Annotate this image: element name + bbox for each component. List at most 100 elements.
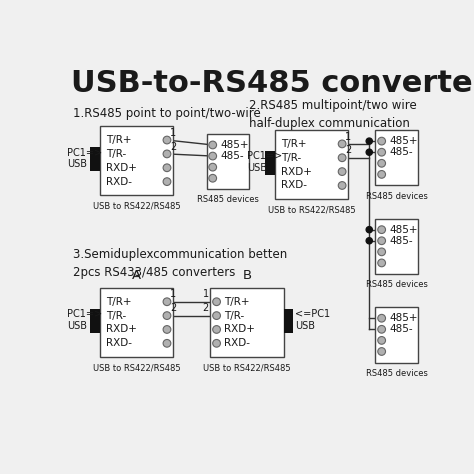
Circle shape <box>378 337 385 344</box>
Text: 485+: 485+ <box>220 140 249 150</box>
Circle shape <box>213 339 220 347</box>
Text: RXD-: RXD- <box>224 338 250 348</box>
Text: 3.Semiduplexcommunication betten
2pcs RS433/485 converters: 3.Semiduplexcommunication betten 2pcs RS… <box>73 248 287 279</box>
Text: 485+: 485+ <box>390 225 418 235</box>
Text: USB to RS422/RS485: USB to RS422/RS485 <box>92 201 180 210</box>
Circle shape <box>378 237 385 245</box>
Circle shape <box>163 164 171 172</box>
Bar <box>284 309 293 333</box>
Circle shape <box>213 326 220 333</box>
Text: USB to RS422/RS485: USB to RS422/RS485 <box>268 206 356 215</box>
Text: T/R+: T/R+ <box>106 297 131 307</box>
Text: T/R-: T/R- <box>224 310 245 320</box>
Text: T/R-: T/R- <box>106 149 126 159</box>
Text: 485+: 485+ <box>390 313 418 323</box>
Text: <=PC1: <=PC1 <box>295 309 330 319</box>
Text: PC1=>: PC1=> <box>247 151 282 161</box>
Circle shape <box>209 164 217 171</box>
Circle shape <box>378 248 385 255</box>
Text: 1: 1 <box>345 132 351 142</box>
Circle shape <box>378 159 385 167</box>
Bar <box>375 307 418 363</box>
Circle shape <box>378 259 385 267</box>
Bar <box>100 126 173 195</box>
Text: T/R+: T/R+ <box>106 135 131 145</box>
Text: 2: 2 <box>170 303 176 313</box>
Circle shape <box>213 298 220 306</box>
Circle shape <box>378 137 385 145</box>
Bar <box>207 134 249 189</box>
Text: RS485 devices: RS485 devices <box>366 369 428 378</box>
Text: A: A <box>132 269 141 282</box>
Circle shape <box>378 226 385 234</box>
Circle shape <box>163 298 171 306</box>
Text: USB-to-RS485 converter: USB-to-RS485 converter <box>71 69 474 98</box>
Text: USB: USB <box>67 159 87 169</box>
Circle shape <box>209 174 217 182</box>
Circle shape <box>338 154 346 162</box>
Text: USB: USB <box>295 321 315 331</box>
Circle shape <box>163 150 171 158</box>
Text: T/R-: T/R- <box>106 310 126 320</box>
Circle shape <box>366 237 373 244</box>
Circle shape <box>378 314 385 322</box>
Text: PC1=>: PC1=> <box>67 147 102 157</box>
Circle shape <box>366 149 373 155</box>
Text: 1: 1 <box>170 128 176 138</box>
Bar <box>90 147 100 171</box>
Text: USB: USB <box>247 163 267 173</box>
Text: RXD+: RXD+ <box>106 325 137 335</box>
Text: 485+: 485+ <box>390 136 418 146</box>
Circle shape <box>163 178 171 185</box>
Text: 2.RS485 multipoint/two wire
half-duplex communication: 2.RS485 multipoint/two wire half-duplex … <box>249 99 417 130</box>
Text: 1: 1 <box>203 290 209 300</box>
Text: 2: 2 <box>202 303 209 313</box>
Bar <box>275 130 348 200</box>
Circle shape <box>378 171 385 178</box>
Text: T/R-: T/R- <box>281 153 301 163</box>
Text: 1.RS485 point to point/two-wire: 1.RS485 point to point/two-wire <box>73 107 261 120</box>
Text: 2: 2 <box>170 142 176 152</box>
Text: USB to RS422/RS485: USB to RS422/RS485 <box>203 364 291 373</box>
Circle shape <box>366 227 373 233</box>
Circle shape <box>209 141 217 149</box>
Circle shape <box>338 140 346 148</box>
Circle shape <box>378 326 385 333</box>
Text: RXD+: RXD+ <box>281 166 312 177</box>
Circle shape <box>378 148 385 156</box>
Text: USB: USB <box>67 321 87 331</box>
Bar <box>90 309 100 333</box>
Text: 485-: 485- <box>390 324 413 334</box>
Text: RXD+: RXD+ <box>224 325 255 335</box>
Text: RXD-: RXD- <box>106 177 132 187</box>
Circle shape <box>163 326 171 333</box>
Text: 485-: 485- <box>220 151 244 161</box>
Text: RS485 devices: RS485 devices <box>366 191 428 201</box>
Circle shape <box>163 339 171 347</box>
Text: B: B <box>243 269 252 282</box>
Text: RXD-: RXD- <box>281 181 307 191</box>
Circle shape <box>163 312 171 319</box>
Text: 485-: 485- <box>390 147 413 157</box>
Text: RS485 devices: RS485 devices <box>366 280 428 289</box>
Text: 1: 1 <box>170 290 176 300</box>
Circle shape <box>338 168 346 175</box>
Text: PC1=>: PC1=> <box>67 309 102 319</box>
Text: 2: 2 <box>345 146 352 155</box>
Circle shape <box>213 312 220 319</box>
Bar <box>375 130 418 185</box>
Text: T/R+: T/R+ <box>224 297 250 307</box>
Text: 485-: 485- <box>390 236 413 246</box>
Bar <box>100 288 173 357</box>
Bar <box>375 219 418 274</box>
Circle shape <box>163 136 171 144</box>
Text: USB to RS422/RS485: USB to RS422/RS485 <box>92 364 180 373</box>
Circle shape <box>378 347 385 356</box>
Circle shape <box>366 138 373 144</box>
Circle shape <box>209 152 217 160</box>
Text: T/R+: T/R+ <box>281 139 306 149</box>
Text: RS485 devices: RS485 devices <box>197 195 259 204</box>
Circle shape <box>338 182 346 189</box>
Text: RXD-: RXD- <box>106 338 132 348</box>
Bar <box>210 288 284 357</box>
